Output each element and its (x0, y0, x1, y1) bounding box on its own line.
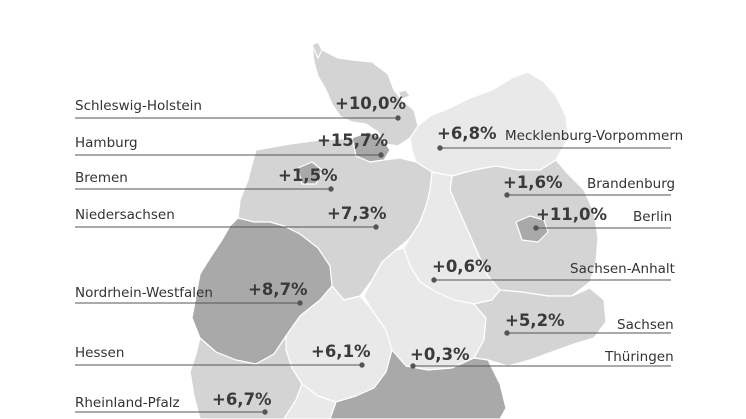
state-schleswig-holstein[interactable] (311, 44, 419, 147)
value-sachsen-anhalt: +0,6% (432, 257, 492, 276)
label-niedersachsen: Niedersachsen (75, 207, 175, 223)
label-thueringen: Thüringen (605, 349, 674, 365)
state-bremen[interactable] (297, 161, 323, 185)
label-sachsen: Sachsen (617, 317, 674, 333)
label-schleswig-holstein: Schleswig-Holstein (75, 98, 202, 114)
state-baden-wuerttemberg[interactable] (283, 383, 337, 419)
label-mecklenburg-vorpommern: Mecklenburg-Vorpommern (505, 128, 684, 144)
value-berlin: +11,0% (536, 205, 608, 224)
value-hessen: +6,1% (311, 342, 371, 361)
label-brandenburg: Brandenburg (587, 176, 676, 192)
value-rheinland-pfalz: +6,7% (212, 390, 272, 409)
value-bremen: +1,5% (278, 166, 338, 185)
label-rheinland-pfalz: Rheinland-Pfalz (75, 395, 180, 411)
label-nordrhein-westfalen: Nordrhein-Westfalen (75, 285, 213, 301)
label-sachsen-anhalt: Sachsen-Anhalt (570, 261, 675, 277)
state-bayern[interactable] (329, 349, 507, 419)
value-brandenburg: +1,6% (503, 173, 563, 192)
value-hamburg: +15,7% (317, 131, 389, 150)
value-sachsen: +5,2% (505, 311, 565, 330)
island-fehmarn (397, 89, 411, 100)
state-rheinland-pfalz[interactable] (189, 335, 303, 419)
label-bremen: Bremen (75, 170, 128, 186)
state-berlin[interactable] (515, 215, 549, 243)
label-hamburg: Hamburg (75, 135, 138, 151)
label-hessen: Hessen (75, 345, 125, 361)
label-berlin: Berlin (633, 209, 673, 225)
value-thueringen: +0,3% (410, 345, 470, 364)
value-schleswig-holstein: +10,0% (335, 94, 407, 113)
value-mecklenburg-vorpommern: +6,8% (437, 124, 497, 143)
value-niedersachsen: +7,3% (327, 204, 387, 223)
island-sylt (311, 41, 323, 59)
value-nordrhein-westfalen: +8,7% (248, 280, 308, 299)
